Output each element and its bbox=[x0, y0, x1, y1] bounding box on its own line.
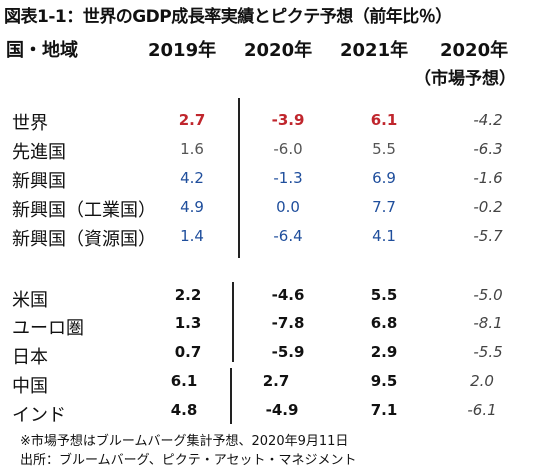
region-header: 国・地域 bbox=[6, 40, 78, 61]
separator-line bbox=[232, 282, 234, 362]
value-cell: 2.2 bbox=[174, 286, 202, 304]
value-cell: 2.9 bbox=[370, 343, 398, 361]
value-cell: 4.2 bbox=[180, 169, 204, 187]
value-cell: -6.0 bbox=[273, 140, 303, 158]
forecast-cell: 2.0 bbox=[470, 372, 494, 390]
value-cell: 6.9 bbox=[372, 169, 396, 187]
forecast-cell: -5.0 bbox=[473, 286, 503, 304]
col-header-2019: 2019年 bbox=[148, 40, 217, 61]
value-cell: 9.5 bbox=[370, 372, 398, 390]
value-cell: 4.9 bbox=[180, 198, 204, 216]
row-label: 日本 bbox=[12, 347, 48, 368]
row-label: 新興国（工業国） bbox=[12, 200, 156, 221]
row-label: 先進国 bbox=[12, 142, 66, 163]
value-cell: 7.1 bbox=[370, 401, 398, 419]
row-label: インド bbox=[12, 405, 66, 426]
value-cell: -1.3 bbox=[273, 169, 303, 187]
col-header-2020: 2020年 bbox=[244, 40, 313, 61]
source-note: 出所：ブルームバーグ、ピクテ・アセット・マネジメント bbox=[20, 453, 357, 468]
value-cell: 1.4 bbox=[180, 227, 204, 245]
row-label: 中国 bbox=[12, 376, 48, 397]
row-label: 新興国 bbox=[12, 171, 66, 192]
forecast-cell: -8.1 bbox=[473, 314, 503, 332]
col-header-2021: 2021年 bbox=[340, 40, 409, 61]
col-header-2020-forecast: 2020年 bbox=[440, 40, 509, 61]
forecast-cell: -0.2 bbox=[473, 198, 503, 216]
value-cell: -7.8 bbox=[271, 314, 305, 332]
forecast-cell: -6.3 bbox=[473, 140, 503, 158]
row-label: 米国 bbox=[12, 290, 48, 311]
row-label: 世界 bbox=[12, 113, 48, 134]
forecast-cell: -1.6 bbox=[473, 169, 503, 187]
value-cell: -6.4 bbox=[273, 227, 303, 245]
value-cell: 5.5 bbox=[370, 286, 398, 304]
footnote: ※市場予想はブルームバーグ集計予想、2020年9月11日 bbox=[20, 434, 349, 449]
value-cell: -4.6 bbox=[271, 286, 305, 304]
value-cell: 1.3 bbox=[174, 314, 202, 332]
forecast-cell: -4.2 bbox=[473, 111, 503, 129]
value-cell: 4.8 bbox=[170, 401, 198, 419]
page-title: 図表1-1：世界のGDP成長率実績とピクテ予想（前年比％） bbox=[4, 7, 452, 27]
value-cell: 6.8 bbox=[370, 314, 398, 332]
forecast-cell: -5.7 bbox=[473, 227, 503, 245]
value-cell: 7.7 bbox=[372, 198, 396, 216]
value-cell: -5.9 bbox=[271, 343, 305, 361]
value-cell: 2.7 bbox=[178, 111, 206, 129]
value-cell: 0.7 bbox=[174, 343, 202, 361]
value-cell: 2.7 bbox=[262, 372, 290, 390]
value-cell: 0.0 bbox=[276, 198, 300, 216]
forecast-cell: -5.5 bbox=[473, 343, 503, 361]
value-cell: 1.6 bbox=[180, 140, 204, 158]
value-cell: -3.9 bbox=[271, 111, 305, 129]
value-cell: 4.1 bbox=[372, 227, 396, 245]
row-label: ユーロ圏 bbox=[12, 318, 84, 339]
value-cell: -4.9 bbox=[265, 401, 299, 419]
separator-line bbox=[230, 368, 232, 424]
value-cell: 5.5 bbox=[372, 140, 396, 158]
value-cell: 6.1 bbox=[170, 372, 198, 390]
forecast-cell: -6.1 bbox=[467, 401, 497, 419]
forecast-subheader: （市場予想） bbox=[414, 69, 516, 89]
value-cell: 6.1 bbox=[370, 111, 398, 129]
row-label: 新興国（資源国） bbox=[12, 229, 156, 250]
separator-line bbox=[238, 98, 240, 258]
